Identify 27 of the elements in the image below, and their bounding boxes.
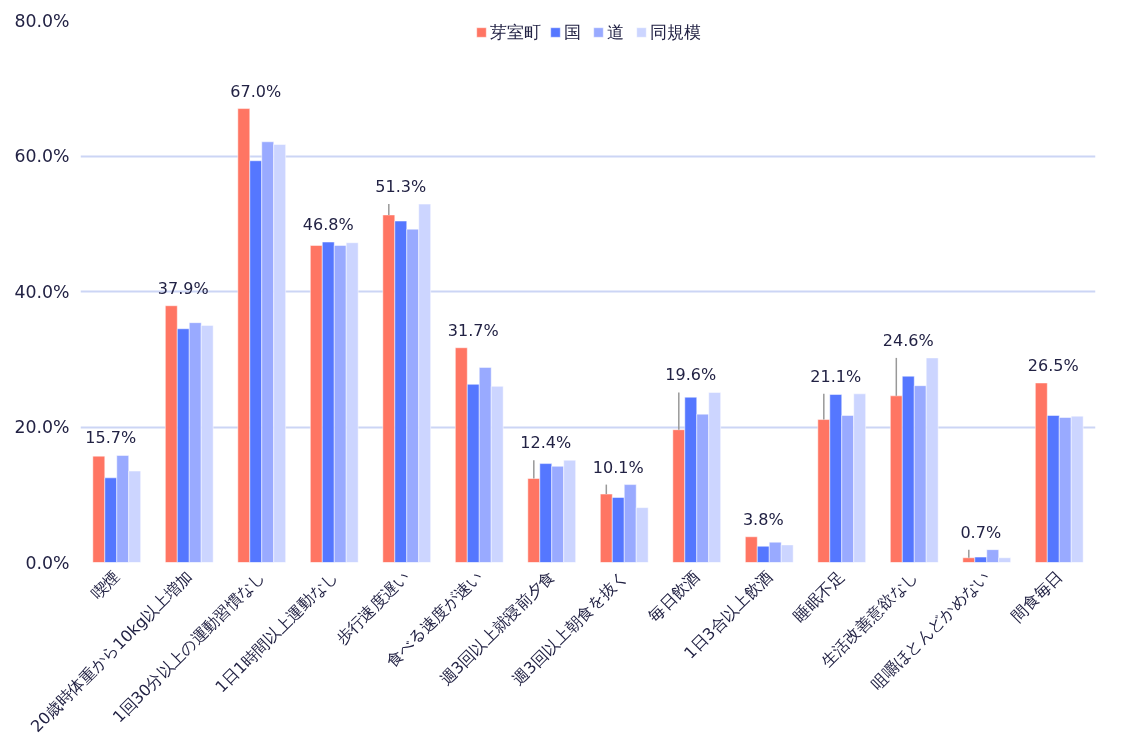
- data-label: 15.7%: [85, 428, 137, 448]
- data-label: 3.8%: [742, 509, 784, 529]
- data-label: 19.6%: [665, 365, 717, 385]
- data-label: 26.5%: [1027, 355, 1079, 375]
- data-label: 37.9%: [157, 278, 209, 298]
- data-label: 21.1%: [810, 366, 862, 386]
- data-label: 24.6%: [882, 330, 934, 350]
- legend-label: 同規模: [649, 21, 701, 44]
- legend-label: 芽室町: [489, 21, 541, 44]
- data-label: 46.8%: [302, 215, 354, 235]
- data-label: 12.4%: [520, 433, 572, 453]
- y-tick-label: 0.0%: [25, 552, 70, 573]
- x-tick-label: 間食毎日: [1007, 566, 1066, 626]
- y-tick-label: 40.0%: [14, 281, 70, 302]
- y-tick-label: 60.0%: [14, 146, 70, 166]
- x-tick-label: 毎日飲酒: [644, 566, 704, 626]
- data-label: 31.7%: [447, 320, 499, 340]
- data-label: 0.7%: [960, 522, 1002, 542]
- x-tick-label: 喫煙: [87, 566, 124, 603]
- legend-label: 道: [606, 21, 625, 44]
- data-label: 10.1%: [592, 457, 644, 477]
- legend-label: 国: [563, 21, 582, 44]
- data-label: 67.0%: [230, 81, 282, 101]
- data-label: 51.3%: [375, 177, 427, 197]
- y-tick-label: 80.0%: [14, 10, 70, 31]
- y-tick-label: 20.0%: [14, 417, 70, 437]
- x-tick-label: 睡眠不足: [789, 566, 849, 626]
